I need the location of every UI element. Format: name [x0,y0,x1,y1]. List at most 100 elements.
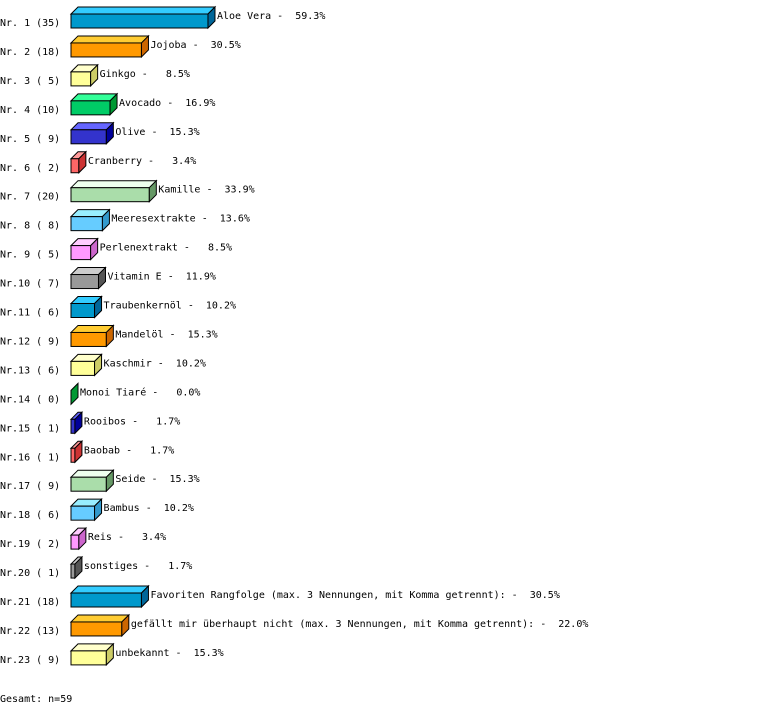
bar-side [70,382,79,406]
bar-row: Nr.11 ( 6) Traubenkernöl - 10.2% [0,295,236,319]
bar-side [78,526,87,551]
bar [70,274,99,290]
bar [70,447,76,463]
bar-side [140,34,149,59]
bar-side [90,63,99,88]
bar-top [69,180,158,189]
bar-row: Nr. 9 ( 5) Perlenextrakt - 8.5% [0,237,232,261]
row-rank-label: Nr. 8 ( 8) [0,221,60,232]
row-rank-label: Nr.21 (18) [0,597,60,608]
bar [70,42,142,58]
row-rank-label: Nr. 4 (10) [0,105,60,116]
bar-side [105,324,114,348]
bar-value-label: Kaschmir - 10.2% [104,358,206,369]
bar-value-label: Reis - 3.4% [88,532,166,543]
bar-value-label: Baobab - 1.7% [84,445,174,456]
bar-row: Nr.13 ( 6) Kaschmir - 10.2% [0,353,206,377]
bar-value-label: Seide - 15.3% [115,474,199,485]
bar [70,534,80,550]
bar-row: Nr.17 ( 9) Seide - 15.3% [0,468,200,493]
bar-row: Nr. 8 ( 8) Meeresextrakte - 13.6% [0,208,250,232]
bar-top [69,585,150,594]
bar-row: Nr.21 (18) Favoriten Rangfolge (max. 3 Ne… [0,584,560,609]
bar [70,331,107,347]
bar-value-label: gefällt mir überhaupt nicht (max. 3 Nenn… [131,619,589,630]
bar [70,129,107,145]
bar-top [69,93,119,102]
bar-value-label: Meeresextrakte - 13.6% [111,214,249,225]
bar-row: Nr.23 ( 9) unbekannt - 15.3% [0,642,224,667]
bar [70,418,76,434]
bar-side [101,208,110,232]
bar-row: Nr. 4 (10) Avocado - 16.9% [0,92,215,117]
bar-value-label: Aloe Vera - 59.3% [217,11,325,22]
row-rank-label: Nr.11 ( 6) [0,308,60,319]
bar-row: Nr.16 ( 1) Baobab - 1.7% [0,440,174,464]
bar-value-label: Vitamin E - 11.9% [107,272,215,283]
row-rank-label: Nr.23 ( 9) [0,655,60,666]
bar-side [78,150,87,174]
bar-row: Nr. 5 ( 9) Olive - 15.3% [0,121,200,146]
row-rank-label: Nr.17 ( 9) [0,481,60,492]
row-rank-label: Nr. 1 (35) [0,18,60,29]
bar-value-label: Rooibos - 1.7% [84,416,180,427]
bar-value-label: Cranberry - 3.4% [88,156,196,167]
bar-side [148,179,157,203]
bar-row: Nr.10 ( 7) Vitamin E - 11.9% [0,266,216,290]
bar-value-label: Bambus - 10.2% [104,503,194,514]
bar-top [69,6,217,15]
bar-value-label: Kamille - 33.9% [158,185,254,196]
bar-row: Nr. 2 (18) Jojoba - 30.5% [0,34,241,59]
bar-row: Nr. 3 ( 5) Ginkgo - 8.5% [0,63,190,88]
row-rank-label: Nr. 6 ( 2) [0,163,60,174]
bar-side [105,468,114,493]
bar-side [121,613,130,638]
bar-row: Nr.19 ( 2) Reis - 3.4% [0,526,166,551]
bar-side [105,121,114,146]
bar-side [97,266,106,290]
bar-value-label: unbekannt - 15.3% [115,648,223,659]
bar [70,158,80,174]
bar [70,650,107,666]
bar-row: Nr.14 ( 0) Monoi Tiaré - 0.0% [0,382,200,406]
bar [70,360,96,376]
bar-row: Nr.15 ( 1) Rooibos - 1.7% [0,411,180,435]
bar-row: Nr.18 ( 6) Bambus - 10.2% [0,497,194,522]
bar-side [109,92,118,117]
total-label: Gesamt: n=59 [0,694,72,705]
bar [70,187,150,203]
row-rank-label: Nr.14 ( 0) [0,394,60,405]
row-rank-label: Nr. 5 ( 9) [0,134,60,145]
bar-side [105,642,114,667]
bar-value-label: Jojoba - 30.5% [150,40,240,51]
bar-value-label: Olive - 15.3% [115,127,199,138]
bar-row: Nr. 6 ( 2) Cranberry - 3.4% [0,150,196,174]
row-rank-label: Nr.19 ( 2) [0,539,60,550]
bar-value-label: Ginkgo - 8.5% [100,69,190,80]
bar-row: Nr.22 (13) gefällt mir überhaupt nicht (m… [0,613,589,638]
row-rank-label: Nr.20 ( 1) [0,568,60,579]
bar-value-label: Mandelöl - 15.3% [115,329,217,340]
row-rank-label: Nr. 3 ( 5) [0,76,60,87]
bar-value-label: Favoriten Rangfolge (max. 3 Nennungen, m… [150,590,559,601]
bar-top [69,614,131,623]
bar [70,505,96,521]
bar-side [74,411,83,435]
bar-side [140,584,149,609]
row-rank-label: Nr. 9 ( 5) [0,250,60,261]
row-rank-label: Nr.22 (13) [0,626,60,637]
bar [70,303,96,318]
row-rank-label: Nr. 7 (20) [0,192,60,203]
bar-side [94,295,103,319]
bar-top [69,35,150,44]
bar [70,476,107,492]
row-rank-label: Nr.13 ( 6) [0,365,60,376]
bar [70,245,92,261]
bar [70,563,76,579]
row-rank-label: Nr.18 ( 6) [0,510,60,521]
bar-row: Nr. 7 (20) Kamille - 33.9% [0,179,255,203]
bar-value-label: Traubenkernöl - 10.2% [104,301,236,312]
bar-side [90,237,99,261]
bar-side [207,5,216,30]
